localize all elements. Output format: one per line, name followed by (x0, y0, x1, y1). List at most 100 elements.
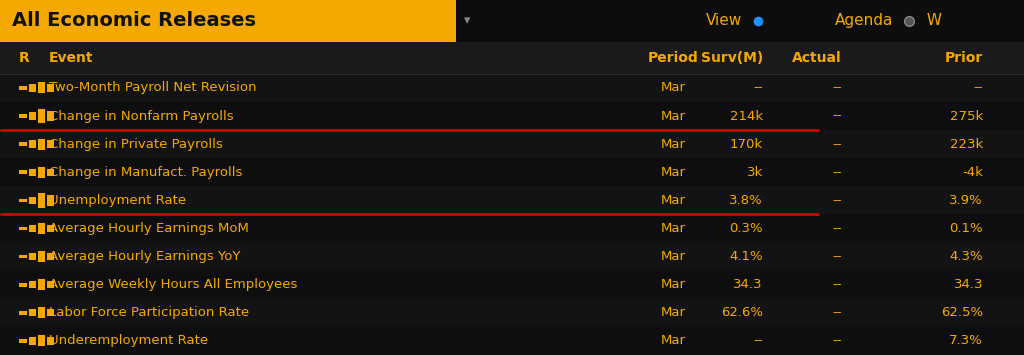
FancyBboxPatch shape (47, 281, 54, 288)
FancyBboxPatch shape (47, 253, 54, 260)
Text: 3k: 3k (746, 166, 763, 179)
Text: 3.9%: 3.9% (949, 194, 983, 207)
FancyBboxPatch shape (0, 242, 1024, 271)
Text: Two-Month Payroll Net Revision: Two-Month Payroll Net Revision (49, 81, 257, 94)
FancyBboxPatch shape (29, 141, 36, 148)
Text: Average Weekly Hours All Employees: Average Weekly Hours All Employees (49, 278, 298, 291)
Text: --: -- (833, 222, 842, 235)
Text: --: -- (833, 138, 842, 151)
Text: 62.6%: 62.6% (721, 306, 763, 320)
Text: Labor Force Participation Rate: Labor Force Participation Rate (49, 306, 249, 320)
Text: Actual: Actual (793, 51, 842, 65)
FancyBboxPatch shape (38, 307, 45, 318)
Text: --: -- (833, 278, 842, 291)
Text: Event: Event (49, 51, 93, 65)
Text: 34.3: 34.3 (733, 278, 763, 291)
FancyBboxPatch shape (38, 109, 45, 123)
Text: --: -- (833, 81, 842, 94)
Text: ▾: ▾ (464, 15, 470, 27)
FancyBboxPatch shape (38, 193, 45, 208)
FancyBboxPatch shape (19, 142, 27, 146)
FancyBboxPatch shape (19, 339, 27, 343)
Text: 170k: 170k (730, 138, 763, 151)
Text: 4.1%: 4.1% (729, 250, 763, 263)
FancyBboxPatch shape (38, 223, 45, 234)
Text: --: -- (974, 81, 983, 94)
Text: 275k: 275k (950, 109, 983, 122)
FancyBboxPatch shape (0, 0, 456, 42)
Text: Mar: Mar (660, 306, 685, 320)
FancyBboxPatch shape (29, 169, 36, 176)
Text: Prior: Prior (945, 51, 983, 65)
Text: 223k: 223k (950, 138, 983, 151)
FancyBboxPatch shape (29, 281, 36, 288)
Text: W: W (922, 13, 942, 28)
Text: 3.8%: 3.8% (729, 194, 763, 207)
FancyBboxPatch shape (0, 186, 1024, 214)
FancyBboxPatch shape (0, 299, 1024, 327)
FancyBboxPatch shape (0, 271, 1024, 299)
Text: Period: Period (647, 51, 698, 65)
Text: --: -- (833, 194, 842, 207)
Text: Change in Nonfarm Payrolls: Change in Nonfarm Payrolls (49, 109, 233, 122)
Text: Average Hourly Earnings MoM: Average Hourly Earnings MoM (49, 222, 249, 235)
Text: --: -- (833, 306, 842, 320)
FancyBboxPatch shape (38, 139, 45, 149)
FancyBboxPatch shape (19, 255, 27, 258)
Text: Mar: Mar (660, 278, 685, 291)
FancyBboxPatch shape (38, 82, 45, 93)
FancyBboxPatch shape (19, 198, 27, 202)
Text: Unemployment Rate: Unemployment Rate (49, 194, 186, 207)
FancyBboxPatch shape (47, 110, 54, 121)
Text: Average Hourly Earnings YoY: Average Hourly Earnings YoY (49, 250, 241, 263)
FancyBboxPatch shape (47, 337, 54, 345)
FancyBboxPatch shape (38, 251, 45, 262)
FancyBboxPatch shape (29, 113, 36, 120)
FancyBboxPatch shape (47, 141, 54, 148)
FancyBboxPatch shape (0, 102, 1024, 130)
Text: 0.1%: 0.1% (949, 222, 983, 235)
Text: 62.5%: 62.5% (941, 306, 983, 320)
FancyBboxPatch shape (0, 214, 1024, 242)
FancyBboxPatch shape (0, 74, 1024, 102)
Text: Change in Manufact. Payrolls: Change in Manufact. Payrolls (49, 166, 243, 179)
FancyBboxPatch shape (29, 253, 36, 260)
Text: Mar: Mar (660, 334, 685, 348)
FancyBboxPatch shape (47, 309, 54, 316)
Text: Underemployment Rate: Underemployment Rate (49, 334, 208, 348)
FancyBboxPatch shape (19, 114, 27, 118)
FancyBboxPatch shape (38, 335, 45, 346)
Text: --: -- (833, 334, 842, 348)
Text: --: -- (754, 81, 763, 94)
Text: --: -- (754, 334, 763, 348)
FancyBboxPatch shape (47, 225, 54, 232)
Text: --: -- (833, 109, 842, 122)
FancyBboxPatch shape (29, 197, 36, 204)
Text: Mar: Mar (660, 250, 685, 263)
FancyBboxPatch shape (29, 225, 36, 232)
FancyBboxPatch shape (29, 84, 36, 92)
FancyBboxPatch shape (47, 169, 54, 176)
Text: --: -- (833, 250, 842, 263)
Text: 7.3%: 7.3% (949, 334, 983, 348)
Text: Mar: Mar (660, 109, 685, 122)
Text: 0.3%: 0.3% (729, 222, 763, 235)
Text: 4.3%: 4.3% (949, 250, 983, 263)
FancyBboxPatch shape (19, 86, 27, 90)
FancyBboxPatch shape (0, 158, 1024, 186)
Text: Mar: Mar (660, 166, 685, 179)
FancyBboxPatch shape (29, 337, 36, 345)
FancyBboxPatch shape (19, 311, 27, 315)
FancyBboxPatch shape (29, 309, 36, 316)
Text: All Economic Releases: All Economic Releases (12, 11, 256, 31)
Text: 214k: 214k (730, 109, 763, 122)
Text: Agenda: Agenda (835, 13, 893, 28)
Text: Surv(M): Surv(M) (700, 51, 763, 65)
FancyBboxPatch shape (0, 42, 1024, 74)
Text: Mar: Mar (660, 222, 685, 235)
FancyBboxPatch shape (0, 130, 1024, 158)
FancyBboxPatch shape (19, 226, 27, 230)
Text: -4k: -4k (963, 166, 983, 179)
FancyBboxPatch shape (38, 279, 45, 290)
Text: View: View (707, 13, 742, 28)
